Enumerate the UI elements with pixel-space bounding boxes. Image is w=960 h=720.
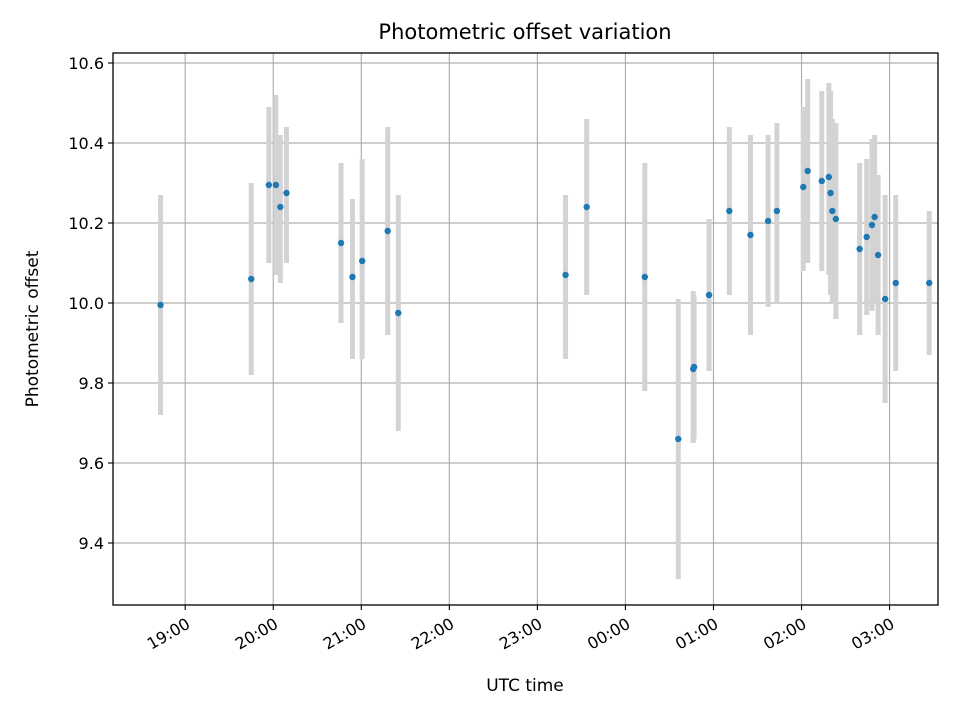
data-point bbox=[764, 217, 772, 225]
data-point bbox=[283, 189, 290, 197]
data-point bbox=[800, 183, 807, 191]
data-point bbox=[827, 189, 834, 197]
data-point bbox=[773, 207, 781, 215]
data-point bbox=[583, 203, 590, 211]
data-point bbox=[358, 257, 366, 265]
data-point bbox=[337, 239, 345, 247]
data-point bbox=[349, 273, 356, 281]
plot-frame bbox=[112, 52, 939, 606]
data-point bbox=[277, 203, 284, 211]
data-point bbox=[871, 213, 878, 221]
x-axis-label: UTC time bbox=[486, 676, 564, 696]
data-point bbox=[925, 279, 933, 287]
y-axis-label: Photometric offset bbox=[23, 250, 43, 407]
data-point bbox=[384, 227, 391, 235]
data-point bbox=[825, 173, 833, 181]
data-point bbox=[832, 215, 840, 223]
data-point bbox=[863, 233, 870, 241]
y-tick-label: 9.8 bbox=[79, 374, 104, 393]
data-point bbox=[874, 251, 882, 259]
data-point bbox=[265, 181, 273, 189]
data-point bbox=[747, 231, 754, 239]
y-tick-label: 10.2 bbox=[68, 214, 104, 233]
data-point bbox=[726, 207, 733, 215]
data-point bbox=[881, 295, 889, 303]
data-point bbox=[856, 245, 863, 253]
data-point bbox=[690, 363, 698, 371]
data-point bbox=[705, 291, 713, 299]
y-tick-label: 10.0 bbox=[68, 294, 104, 313]
grid bbox=[113, 53, 938, 605]
data-point bbox=[829, 207, 836, 215]
chart-title: Photometric offset variation bbox=[378, 20, 671, 44]
data-point bbox=[641, 273, 649, 281]
data-point bbox=[818, 177, 825, 185]
y-tick-label: 10.6 bbox=[68, 54, 104, 73]
data-point bbox=[248, 275, 255, 283]
y-tick-label: 9.6 bbox=[79, 454, 104, 473]
data-point bbox=[272, 181, 280, 189]
data-point bbox=[868, 221, 876, 229]
data-point bbox=[395, 309, 402, 317]
data-points bbox=[157, 167, 933, 443]
data-point bbox=[157, 301, 164, 309]
y-tick-label: 10.4 bbox=[68, 134, 104, 153]
y-tick-label: 9.4 bbox=[79, 534, 104, 553]
data-point bbox=[675, 435, 682, 443]
data-point bbox=[562, 271, 569, 279]
data-point bbox=[804, 167, 811, 175]
data-point bbox=[892, 279, 899, 287]
